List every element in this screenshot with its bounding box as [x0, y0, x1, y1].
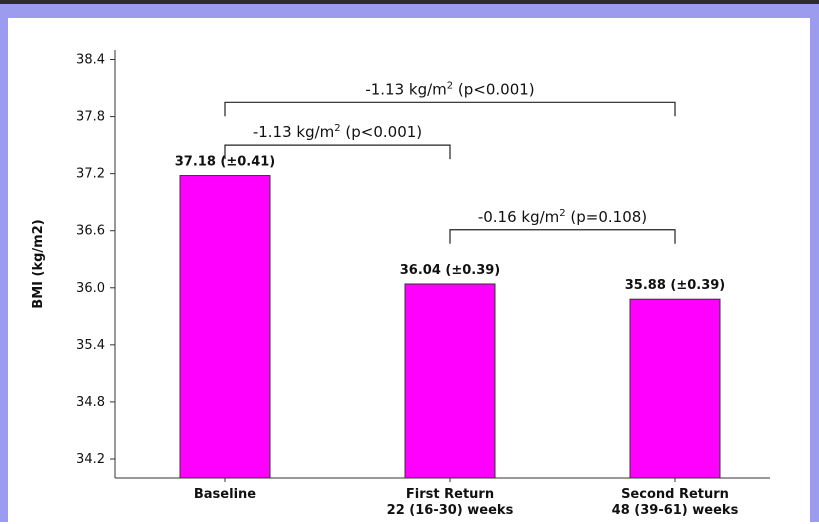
x-tick-label: First Return 22 (16-30) weeks [387, 487, 514, 518]
significance-bracket [224, 144, 451, 160]
y-axis-title: BMI (kg/m2) [31, 219, 46, 308]
x-tick-label: Baseline [194, 487, 256, 502]
bar-layer: 37.18 (±0.41) 36.04 (±0.39) 35.88 (±0.39) [175, 155, 726, 479]
y-tick-label: 34.2 [76, 452, 105, 467]
annotation-layer: -1.13 kg/m2 (p<0.001)-1.13 kg/m2 (p<0.00… [224, 80, 676, 244]
significance-bracket [449, 229, 676, 244]
x-tick-label-line: 48 (39-61) weeks [612, 503, 739, 518]
x-tick-label-line: 22 (16-30) weeks [387, 503, 514, 518]
axis-layer: 34.2 34.8 35.4 36.0 36.6 37.2 37.8 38.4 BMI (kg/… [31, 50, 770, 518]
x-tick-label: Second Return 48 (39-61) weeks [612, 487, 739, 518]
data-label: 36.04 (±0.39) [400, 263, 501, 278]
bar [629, 298, 721, 479]
y-tick-label: 37.2 [76, 167, 105, 182]
y-tick-label: 34.8 [76, 395, 105, 410]
significance-label-tail: (p=0.108) [566, 208, 648, 226]
significance-label-main: -1.13 kg/m [365, 80, 446, 98]
data-label: 35.88 (±0.39) [625, 278, 726, 293]
y-tick-label: 36.0 [76, 281, 105, 296]
significance-label-sup: 2 [559, 208, 565, 219]
y-tick-label: 37.8 [76, 110, 105, 125]
significance-label-tail: (p<0.001) [453, 80, 535, 98]
data-label: 37.18 (±0.41) [175, 155, 276, 170]
significance-label-sup: 2 [447, 80, 453, 91]
bar [404, 283, 496, 479]
x-tick-label-line: First Return [406, 487, 494, 502]
y-tick-label: 36.6 [76, 224, 105, 239]
y-tick-label: 38.4 [76, 53, 105, 68]
significance-label-sup: 2 [334, 123, 340, 134]
y-tick-label: 35.4 [76, 338, 105, 353]
significance-label: -0.16 kg/m2 (p=0.108) [478, 208, 647, 226]
significance-label: -1.13 kg/m2 (p<0.001) [365, 80, 534, 98]
x-tick-label-line: Baseline [194, 487, 256, 502]
significance-label-main: -1.13 kg/m [253, 123, 334, 141]
significance-label-main: -0.16 kg/m [478, 208, 559, 226]
x-tick-label-line: Second Return [621, 487, 729, 502]
significance-label-tail: (p<0.001) [341, 123, 423, 141]
significance-label: -1.13 kg/m2 (p<0.001) [253, 123, 422, 141]
bar [179, 175, 271, 479]
significance-bracket [224, 101, 676, 117]
